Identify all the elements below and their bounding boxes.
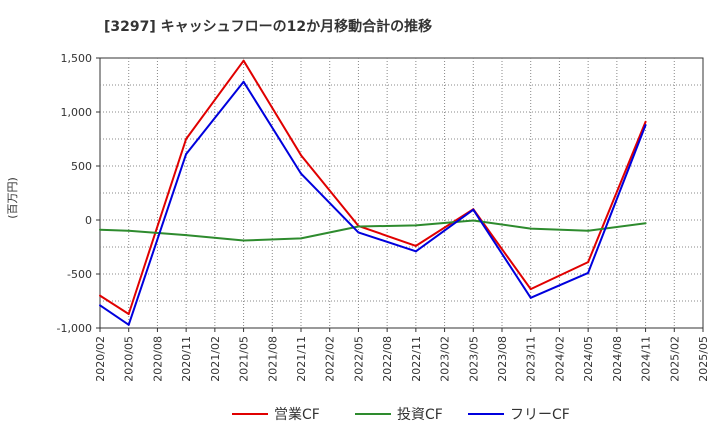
x-tick-label: 2022/05 bbox=[352, 336, 365, 382]
data-point bbox=[529, 288, 532, 291]
data-point bbox=[357, 231, 360, 234]
data-point bbox=[300, 154, 302, 157]
data-point bbox=[185, 153, 188, 156]
y-tick-label: 1,000 bbox=[61, 106, 93, 119]
data-point bbox=[644, 222, 647, 225]
data-point bbox=[587, 229, 590, 232]
series-line-3 bbox=[99, 80, 647, 326]
data-point bbox=[185, 138, 188, 140]
data-point bbox=[99, 304, 101, 307]
x-tick-label: 2022/08 bbox=[381, 336, 394, 382]
x-tick-label: 2023/02 bbox=[439, 336, 452, 382]
x-tick-label: 2024/08 bbox=[611, 336, 624, 382]
data-point bbox=[127, 312, 130, 315]
x-tick-label: 2025/02 bbox=[668, 336, 681, 382]
data-point bbox=[644, 120, 647, 123]
x-tick-label: 2023/05 bbox=[467, 336, 480, 382]
data-point bbox=[242, 59, 245, 62]
x-tick-label: 2023/08 bbox=[496, 336, 509, 382]
data-point bbox=[185, 234, 188, 237]
data-point bbox=[357, 225, 360, 228]
y-tick-label: -1,000 bbox=[57, 322, 92, 335]
data-point bbox=[242, 239, 245, 242]
legend-label-2: 投資CF bbox=[397, 407, 443, 423]
legend-label-3: フリーCF bbox=[510, 407, 570, 423]
data-point bbox=[587, 271, 590, 274]
y-tick-label: 500 bbox=[71, 160, 92, 173]
x-tick-label: 2021/02 bbox=[209, 336, 222, 382]
x-tick-label: 2020/08 bbox=[151, 336, 164, 382]
data-point bbox=[242, 80, 245, 83]
y-axis-label: (百万円) bbox=[6, 177, 19, 219]
x-tick-label: 2024/05 bbox=[582, 336, 595, 382]
data-point bbox=[529, 227, 532, 230]
data-point bbox=[587, 261, 590, 264]
x-tick-label: 2021/05 bbox=[238, 336, 251, 382]
x-tick-label: 2021/11 bbox=[295, 336, 308, 382]
y-tick-label: 0 bbox=[85, 214, 92, 227]
x-tick-label: 2025/05 bbox=[697, 336, 710, 382]
chart-title: [3297] キャッシュフローの12か月移動合計の推移 bbox=[104, 18, 432, 35]
legend: 営業CF 投資CF フリーCF bbox=[232, 407, 570, 423]
x-tick-label: 2021/08 bbox=[266, 336, 279, 382]
series-line-1 bbox=[99, 59, 647, 315]
x-tick-label: 2024/02 bbox=[553, 336, 566, 382]
data-point bbox=[472, 208, 475, 211]
data-point bbox=[472, 219, 475, 222]
x-tick-label: 2024/11 bbox=[640, 336, 653, 382]
x-tick-label: 2022/02 bbox=[324, 336, 337, 382]
data-point bbox=[99, 228, 101, 231]
data-point bbox=[99, 294, 101, 297]
data-point bbox=[414, 224, 417, 227]
data-point bbox=[414, 244, 417, 247]
y-tick-label: -500 bbox=[67, 268, 92, 281]
data-point bbox=[300, 237, 302, 240]
x-tick-label: 2020/11 bbox=[180, 336, 193, 382]
data-point bbox=[529, 296, 532, 299]
x-tick-label: 2023/11 bbox=[525, 336, 538, 382]
data-point bbox=[300, 172, 302, 175]
y-tick-label: 1,500 bbox=[61, 52, 93, 65]
data-point bbox=[644, 123, 647, 126]
x-tick-label: 2020/02 bbox=[94, 336, 107, 382]
data-point bbox=[127, 323, 130, 326]
data-point bbox=[127, 229, 130, 232]
legend-label-1: 営業CF bbox=[274, 407, 320, 423]
x-tick-label: 2022/11 bbox=[410, 336, 423, 382]
data-point bbox=[414, 250, 417, 253]
x-tick-label: 2020/05 bbox=[123, 336, 136, 382]
